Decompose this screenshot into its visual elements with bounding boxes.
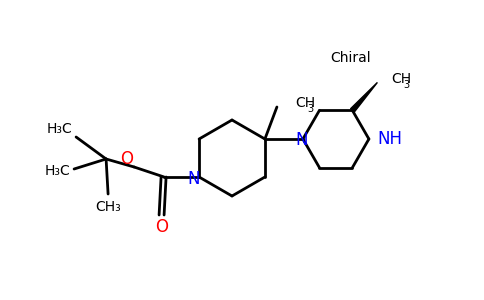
Text: CH: CH <box>295 96 315 110</box>
Text: 3: 3 <box>403 80 409 90</box>
Text: H₃C: H₃C <box>45 164 70 178</box>
Text: CH₃: CH₃ <box>95 200 121 214</box>
Text: H₃C: H₃C <box>46 122 72 136</box>
Text: CH: CH <box>392 72 411 86</box>
Text: N: N <box>188 170 200 188</box>
Text: NH: NH <box>377 130 402 148</box>
Polygon shape <box>350 82 378 112</box>
Text: 3: 3 <box>307 104 313 114</box>
Text: O: O <box>121 150 134 168</box>
Text: O: O <box>155 218 168 236</box>
Text: Chiral: Chiral <box>330 51 371 65</box>
Text: N: N <box>296 131 308 149</box>
